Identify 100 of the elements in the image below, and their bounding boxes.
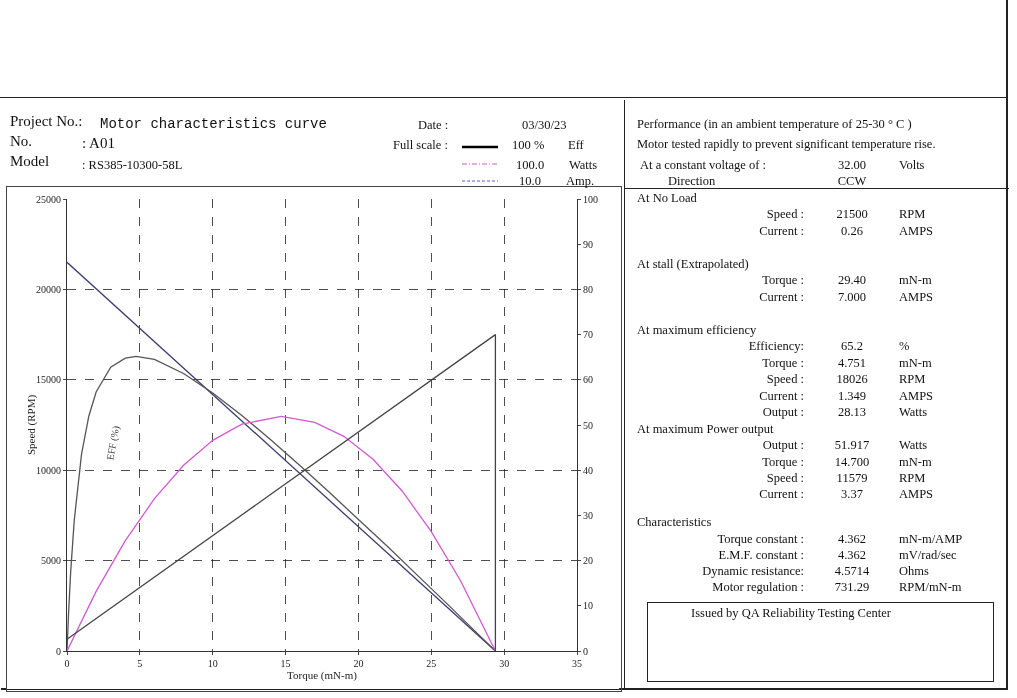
text: mN-m xyxy=(899,272,932,288)
text: 4.751 xyxy=(837,355,867,371)
text: Speed : xyxy=(766,470,804,486)
text: Performance (in an ambient temperature of 25-30 ° C ) xyxy=(637,116,912,132)
text: At maximum Power output xyxy=(637,421,774,437)
y-tick-label: 20000 xyxy=(36,283,61,295)
text: 21500 xyxy=(836,206,868,222)
text: Speed : xyxy=(766,206,804,222)
text: Torque : xyxy=(762,454,804,470)
text: 4.5714 xyxy=(834,563,870,579)
y2-tick-label: 70 xyxy=(583,329,593,341)
y2-tick-label: 10 xyxy=(583,600,593,612)
text: 65.2 xyxy=(841,338,863,354)
text: At maximum efficiency xyxy=(637,322,757,338)
text: 14.700 xyxy=(834,454,870,470)
x-tick-label: 35 xyxy=(572,658,582,669)
y-tick-label: 25000 xyxy=(36,193,61,205)
text: 29.40 xyxy=(837,272,867,288)
y2-tick-label: 50 xyxy=(583,419,593,431)
text: RPM/mN-m xyxy=(899,579,962,595)
y2-tick-label: 80 xyxy=(583,283,593,295)
x-tick-label: 15 xyxy=(280,658,291,669)
x-tick-label: 20 xyxy=(353,658,364,669)
text: 731.29 xyxy=(834,579,870,595)
x-tick-label: 5 xyxy=(137,658,143,669)
text: Dynamic resistance: xyxy=(702,563,804,579)
text: 18026 xyxy=(836,371,868,387)
text: : RS385-10300-58L xyxy=(82,157,183,173)
text: AMPS xyxy=(899,289,934,305)
text: Amp. xyxy=(566,173,595,189)
y2-tick-label: 30 xyxy=(583,509,593,521)
y-axis-title: Speed (RPM) xyxy=(25,394,38,456)
text: RPM xyxy=(899,371,926,387)
text: Watts xyxy=(899,437,928,453)
y2-tick-label: 40 xyxy=(583,464,593,476)
text: Motor tested rapidly to prevent significant temperature rise. xyxy=(637,136,936,152)
text: Efficiency: xyxy=(748,338,804,354)
text: Current : xyxy=(759,223,804,239)
text: 100 % xyxy=(512,137,545,153)
text: At stall (Extrapolated) xyxy=(637,256,749,272)
y-tick-label: 15000 xyxy=(36,374,61,386)
y2-tick-label: 90 xyxy=(583,238,593,250)
text: Issued by QA Reliability Testing Center xyxy=(691,605,891,621)
text: Ohms xyxy=(899,563,929,579)
text: Current : xyxy=(759,388,804,404)
text: Eff xyxy=(568,137,584,153)
y-tick-label: 5000 xyxy=(41,555,61,567)
text: Output : xyxy=(762,404,804,420)
text: AMPS xyxy=(899,486,934,502)
y-tick-label: 0 xyxy=(56,645,61,657)
text: Full scale : xyxy=(393,137,448,153)
text: 32.00 xyxy=(837,157,867,173)
text: 0.26 xyxy=(841,223,863,239)
text: Watts xyxy=(899,404,928,420)
text: Torque : xyxy=(762,355,804,371)
x-tick-label: 0 xyxy=(64,658,70,669)
text: mN-m xyxy=(899,355,932,371)
text: Characteristics xyxy=(637,514,712,530)
text: 4.362 xyxy=(837,547,867,563)
text: % xyxy=(899,338,910,354)
y2-tick-label: 60 xyxy=(583,374,593,386)
annotation: EFF (%) xyxy=(103,424,123,462)
text: Project No.: xyxy=(10,113,83,129)
text: No. xyxy=(10,133,33,149)
text: At a constant voltage of : xyxy=(640,157,767,173)
x-tick-label: 30 xyxy=(499,658,510,669)
text: CCW xyxy=(837,173,867,189)
text: 1.349 xyxy=(837,388,867,404)
text: E.M.F. constant : xyxy=(718,547,804,563)
text: Volts xyxy=(899,157,925,173)
text: AMPS xyxy=(899,223,934,239)
text: AMPS xyxy=(899,388,934,404)
text: Direction xyxy=(668,173,716,189)
text: Current : xyxy=(759,289,804,305)
text: Torque constant : xyxy=(717,531,804,547)
text: : A01 xyxy=(82,135,115,151)
text: mN-m/AMP xyxy=(899,531,963,547)
text: RPM xyxy=(899,206,926,222)
text: mV/rad/sec xyxy=(899,547,957,563)
text: Watts xyxy=(569,157,598,173)
y2-tick-label: 20 xyxy=(583,555,593,567)
text: 10.0 xyxy=(519,173,541,189)
text: Motor characteristics curve xyxy=(100,116,327,132)
text: 51.917 xyxy=(834,437,870,453)
y-tick-label: 10000 xyxy=(36,464,61,476)
text: Motor regulation : xyxy=(712,579,804,595)
text: Current : xyxy=(759,486,804,502)
text: Output : xyxy=(762,437,804,453)
text: 4.362 xyxy=(837,531,867,547)
text: Speed : xyxy=(766,371,804,387)
text: Model xyxy=(10,153,50,169)
text: RPM xyxy=(899,470,926,486)
text: 03/30/23 xyxy=(522,117,567,133)
text: Torque : xyxy=(762,272,804,288)
text: 28.13 xyxy=(837,404,867,420)
text: 3.37 xyxy=(841,486,863,502)
x-tick-label: 10 xyxy=(207,658,218,669)
text: At No Load xyxy=(637,190,697,206)
y2-tick-label: 100 xyxy=(583,193,598,205)
y2-tick-label: 0 xyxy=(583,645,588,657)
